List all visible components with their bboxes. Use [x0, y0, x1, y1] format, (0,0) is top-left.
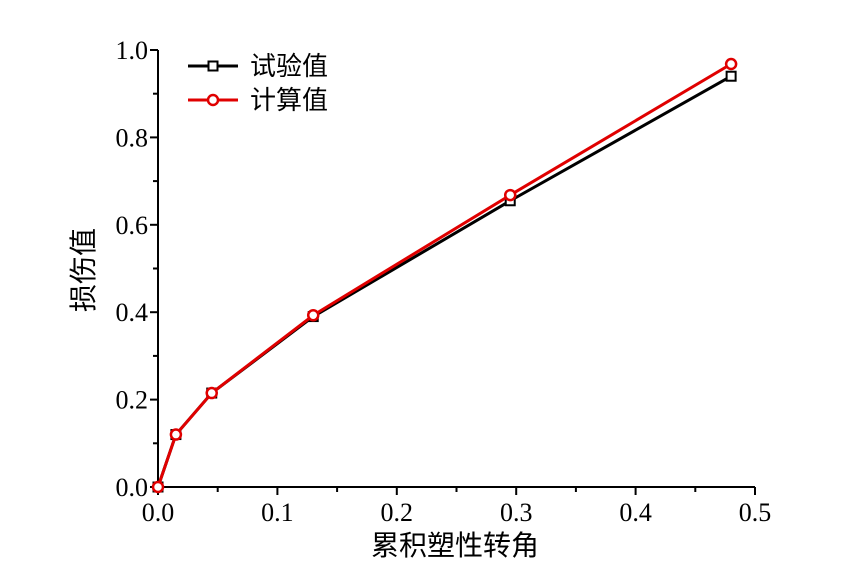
- y-tick-label: 0.6: [116, 211, 149, 240]
- x-tick-label: 0.2: [381, 498, 414, 527]
- x-tick-label: 0.0: [142, 498, 175, 527]
- legend-marker: [206, 93, 220, 107]
- x-tick-label: 0.4: [619, 498, 652, 527]
- series-1: [152, 70, 737, 493]
- series-layer: [151, 57, 738, 494]
- x-tick-label: 0.1: [261, 498, 294, 527]
- data-point: [503, 188, 517, 202]
- data-point: [725, 70, 737, 82]
- legend-label: 试验值: [250, 52, 328, 82]
- legend-item: 试验值: [188, 52, 328, 82]
- data-point: [724, 57, 738, 71]
- legend-marker: [207, 60, 219, 72]
- x-axis-title: 累积塑性转角: [371, 529, 539, 562]
- y-tick-label: 0.8: [116, 123, 149, 152]
- x-tick-label: 0.3: [500, 498, 533, 527]
- data-point: [151, 480, 165, 494]
- y-tick-label: 1.0: [116, 36, 149, 65]
- axes: [157, 50, 755, 488]
- series-2: [151, 57, 738, 494]
- series-line: [156, 74, 732, 488]
- legend-label: 计算值: [250, 86, 328, 116]
- y-axis-title: 损伤值: [67, 228, 100, 312]
- data-point: [205, 386, 218, 400]
- data-point: [169, 428, 183, 441]
- ticks: 0.0 0.1 0.2 0.3 0.4 0.5 0.0 0.2 0.4 0.6 0.8 1.0: [116, 36, 772, 527]
- data-point: [306, 309, 320, 322]
- y-tick-label: 0.4: [116, 298, 149, 327]
- y-tick-label: 0.0: [116, 473, 149, 502]
- legend-item: 计算值: [188, 86, 328, 116]
- x-tick-label: 0.5: [739, 498, 772, 527]
- series-line: [156, 62, 732, 488]
- y-tick-label: 0.2: [116, 386, 149, 415]
